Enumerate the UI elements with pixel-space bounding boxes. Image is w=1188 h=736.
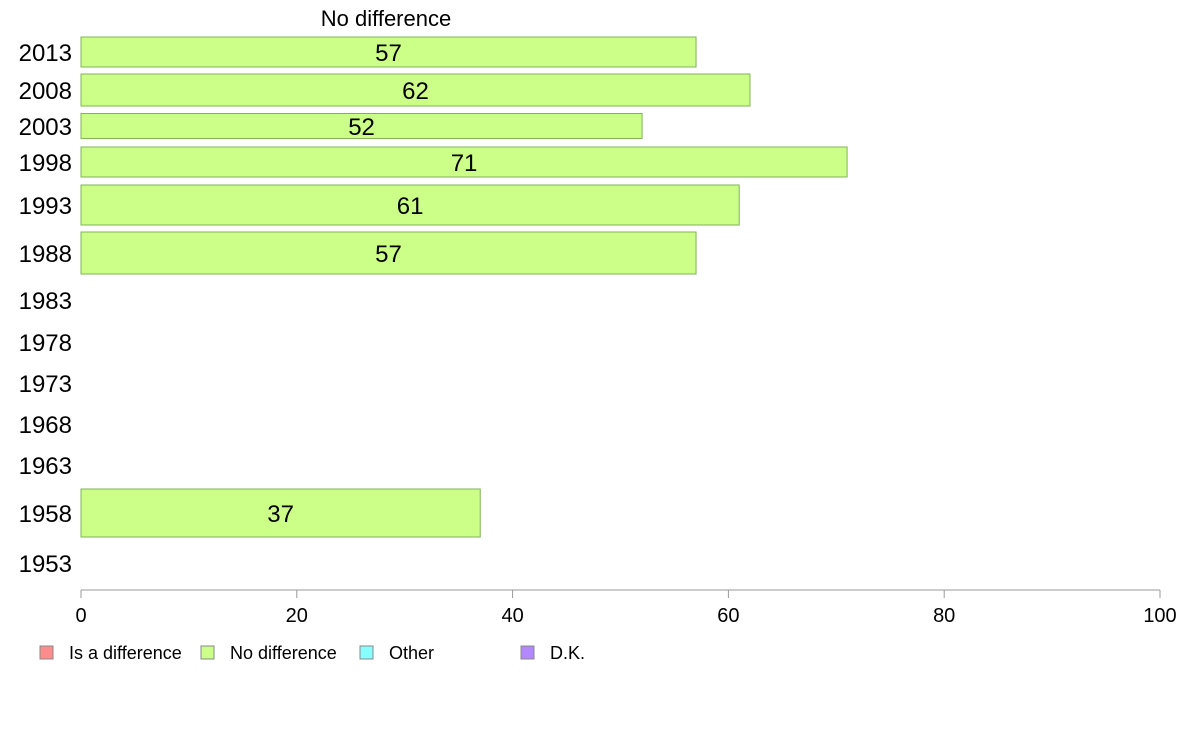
y-tick-label-1968: 1968 [19, 412, 72, 439]
data-label-2008: 62 [402, 78, 429, 105]
x-tick-label-80: 80 [933, 605, 955, 627]
data-label-1958: 37 [267, 501, 294, 528]
legend-label-2: Other [389, 643, 434, 663]
legend-swatch-0 [39, 645, 54, 660]
y-tick-label-1978: 1978 [19, 330, 72, 357]
y-tick-label-2013: 2013 [19, 40, 72, 67]
data-label-1988: 57 [375, 241, 402, 268]
series-title: No difference [321, 6, 451, 31]
legend-swatch-2 [359, 645, 374, 660]
y-tick-label-1963: 1963 [19, 453, 72, 480]
y-tick-label-2003: 2003 [19, 114, 72, 141]
bar-2008 [80, 73, 751, 107]
legend-label-0: Is a difference [69, 643, 182, 663]
x-axis: 0 20 40 60 80 100 [75, 589, 1177, 627]
legend-label-1: No difference [230, 643, 337, 663]
x-tick-label-100: 100 [1143, 605, 1176, 627]
bar-2003 [80, 113, 643, 139]
y-tick-label-1958: 1958 [19, 501, 72, 528]
x-tick-label-60: 60 [717, 605, 739, 627]
legend: Is a difference No difference Other D.K. [39, 643, 585, 663]
y-tick-label-2008: 2008 [19, 78, 72, 105]
y-tick-label-1983: 1983 [19, 288, 72, 315]
legend-swatch-3 [520, 645, 535, 660]
data-label-2003: 52 [348, 114, 375, 141]
bar-1993 [80, 184, 740, 226]
y-tick-labels: 2013 2008 2003 1998 1993 1988 1983 1978 1973 1968… [19, 40, 72, 578]
data-label-1993: 61 [397, 193, 424, 220]
x-tick-label-20: 20 [286, 605, 308, 627]
y-tick-label-1988: 1988 [19, 241, 72, 268]
data-label-2013: 57 [375, 40, 402, 67]
y-tick-label-1993: 1993 [19, 193, 72, 220]
bar-1958 [80, 488, 481, 538]
x-tick-label-0: 0 [75, 605, 86, 627]
x-tick-label-40: 40 [501, 605, 523, 627]
bar-2013 [80, 36, 697, 68]
data-label-1998: 71 [451, 150, 478, 177]
y-tick-label-1998: 1998 [19, 150, 72, 177]
legend-label-3: D.K. [550, 643, 585, 663]
y-tick-label-1953: 1953 [19, 551, 72, 578]
y-tick-label-1973: 1973 [19, 371, 72, 398]
bar-1988 [80, 231, 697, 275]
legend-swatch-1 [200, 645, 215, 660]
bar-1998 [80, 146, 848, 178]
